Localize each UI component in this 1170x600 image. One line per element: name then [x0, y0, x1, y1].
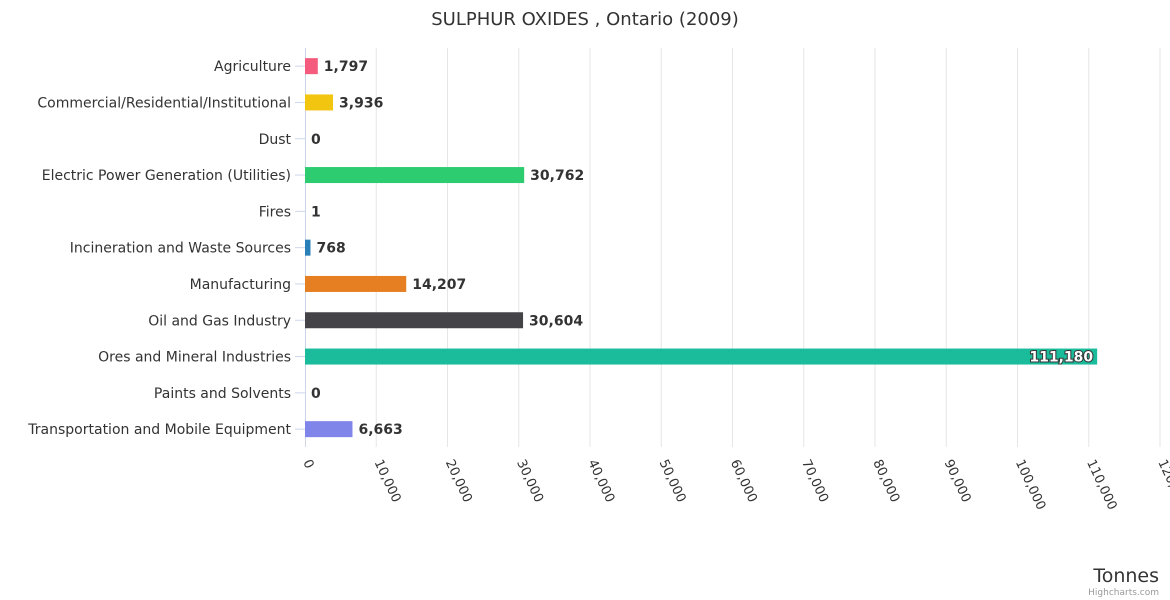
data-label: 0 — [311, 132, 321, 148]
credits-link[interactable]: Highcharts.com — [1088, 588, 1159, 598]
bar[interactable] — [305, 275, 407, 292]
category-label: Manufacturing — [190, 277, 291, 293]
category-label: Dust — [259, 132, 292, 148]
bar[interactable] — [305, 239, 311, 256]
data-label: 768 — [316, 241, 345, 257]
bar-series — [305, 58, 1098, 438]
bar[interactable] — [305, 94, 334, 111]
x-tick-label: 110,000 — [1083, 457, 1119, 512]
data-labels: 1,797 3,936 0 30,762 1 768 14,207 30,604 111,180… — [311, 59, 1094, 438]
x-tick-label: 120,000 — [1154, 457, 1170, 512]
bar[interactable] — [305, 312, 524, 329]
x-tick-label: 60,000 — [727, 457, 760, 505]
data-label: 14,207 — [412, 277, 466, 293]
x-tick-label: 20,000 — [442, 457, 475, 505]
chart-title: SULPHUR OXIDES , Ontario (2009) — [431, 9, 739, 30]
data-label: 1 — [311, 204, 321, 220]
category-label: Incineration and Waste Sources — [70, 241, 291, 257]
category-axis: Agriculture Commercial/Residential/Instit… — [27, 48, 306, 447]
data-label: 30,762 — [530, 168, 584, 184]
data-label: 3,936 — [339, 95, 383, 111]
category-label: Commercial/Residential/Institutional — [37, 95, 291, 111]
category-label: Ores and Mineral Industries — [98, 350, 291, 366]
bar[interactable] — [305, 348, 1098, 365]
category-label: Transportation and Mobile Equipment — [27, 422, 291, 438]
data-label: 6,663 — [358, 422, 402, 438]
data-label: 0 — [311, 386, 321, 402]
x-tick-label: 0 — [299, 457, 316, 471]
x-tick-label: 30,000 — [513, 457, 546, 505]
x-tick-label: 100,000 — [1012, 457, 1048, 512]
x-tick-label: 40,000 — [584, 457, 617, 505]
bar[interactable] — [305, 421, 353, 438]
x-tick-label: 10,000 — [371, 457, 404, 505]
category-label: Electric Power Generation (Utilities) — [42, 168, 291, 184]
bar[interactable] — [305, 167, 525, 184]
value-axis-ticks: 0 10,000 20,000 30,000 40,000 50,000 60,000 70,… — [299, 457, 1170, 512]
data-label: 111,180 — [1029, 350, 1093, 366]
category-label: Agriculture — [214, 59, 291, 75]
category-label: Paints and Solvents — [154, 386, 291, 402]
data-label: 30,604 — [529, 313, 583, 329]
grid-lines — [375, 48, 1161, 447]
data-label: 1,797 — [324, 59, 368, 75]
value-axis-title: Tonnes — [1092, 565, 1159, 587]
category-label: Oil and Gas Industry — [148, 313, 291, 329]
x-tick-label: 50,000 — [656, 457, 689, 505]
bar[interactable] — [305, 58, 318, 75]
x-tick-label: 70,000 — [798, 457, 831, 505]
category-label: Fires — [259, 204, 291, 220]
x-tick-label: 80,000 — [869, 457, 902, 505]
x-tick-label: 90,000 — [941, 457, 974, 505]
